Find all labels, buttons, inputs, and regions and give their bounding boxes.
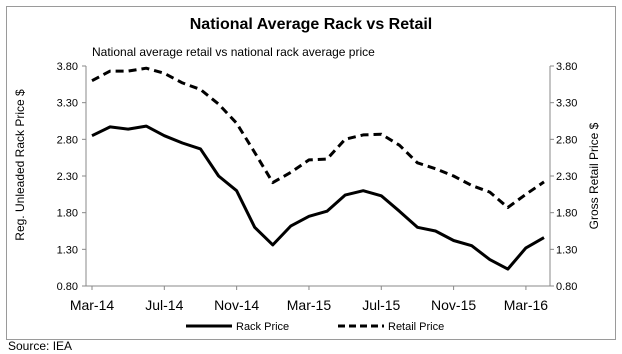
y-tick-label-right: 1.80 xyxy=(556,208,577,220)
y-tick-label-left: 2.30 xyxy=(57,171,78,183)
y-tick-label-right: 2.80 xyxy=(556,134,577,146)
y-tick-label-left: 1.80 xyxy=(57,208,78,220)
y-tick-label-right: 3.30 xyxy=(556,98,577,110)
series-line-rack-price xyxy=(91,124,545,271)
y-axis-label-left: Reg. Unleaded Rack Price $ xyxy=(13,89,27,241)
y-axis-label-right: Gross Retail Price $ xyxy=(587,122,601,229)
y-tick-label-left: 3.30 xyxy=(57,98,78,110)
y-tick-label-right: 3.80 xyxy=(556,61,577,73)
chart-frame xyxy=(6,6,616,340)
y-tick-label-right: 1.30 xyxy=(556,244,577,256)
x-tick-label: Jul-14 xyxy=(145,297,183,313)
series-line-retail-price xyxy=(91,66,545,209)
chart-title: National Average Rack vs Retail xyxy=(190,16,432,33)
legend-label: Rack Price xyxy=(236,321,289,333)
y-tick-label-left: 0.80 xyxy=(57,281,78,293)
chart-subtitle: National average retail vs national rack… xyxy=(92,45,375,59)
source-note: Source: IEA xyxy=(8,339,73,353)
chart-legend: Rack Price Retail Price xyxy=(186,321,444,333)
y-tick-label-left: 3.80 xyxy=(57,61,78,73)
y-tick-label-left: 2.80 xyxy=(57,134,78,146)
legend-label: Retail Price xyxy=(388,321,444,333)
x-tick-label: Mar-15 xyxy=(287,297,332,313)
y-tick-label-right: 2.30 xyxy=(556,171,577,183)
x-tick-label: Nov-15 xyxy=(431,297,476,313)
x-tick-label: Nov-14 xyxy=(214,297,259,313)
y-tick-label-left: 1.30 xyxy=(57,244,78,256)
x-tick-label: Mar-16 xyxy=(504,297,549,313)
y-tick-label-right: 0.80 xyxy=(556,281,577,293)
x-tick-label: Mar-14 xyxy=(70,297,115,313)
x-tick-label: Jul-15 xyxy=(362,297,400,313)
